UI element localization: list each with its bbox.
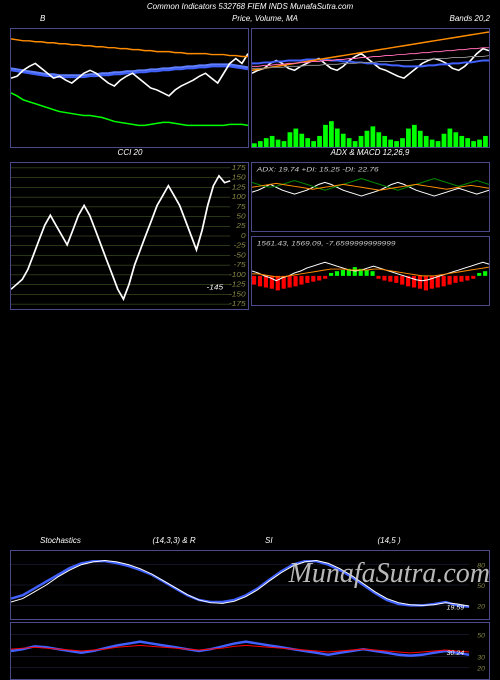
- svg-text:1561.43, 1569.09, -7.65999999: 1561.43, 1569.09, -7.6599999999999: [257, 239, 397, 247]
- svg-text:50: 50: [477, 633, 485, 640]
- svg-text:-75: -75: [234, 261, 247, 269]
- svg-text:20: 20: [476, 603, 485, 610]
- svg-text:-145: -145: [207, 283, 224, 291]
- bollinger-title: B: [10, 14, 190, 28]
- svg-text:30: 30: [477, 655, 485, 662]
- page-header: Common Indicators 532768 FIEM INDS Munaf…: [0, 0, 500, 14]
- svg-text:20: 20: [476, 665, 485, 672]
- svg-text:-150: -150: [229, 290, 246, 298]
- macd-chart: 1561.43, 1569.09, -7.6599999999999: [251, 236, 490, 306]
- svg-text:-50: -50: [234, 251, 247, 259]
- price-title: Price, Volume, MA: [190, 14, 340, 28]
- svg-text:-25: -25: [234, 241, 247, 249]
- stochastics-chart: 80 50 20 19.59: [10, 550, 490, 620]
- svg-text:19.59: 19.59: [447, 604, 465, 611]
- cci-title: CCI 20: [10, 148, 250, 162]
- adx-chart: ADX: 19.74 +DI: 15.25 -DI: 22.76: [251, 162, 490, 232]
- svg-text:175: 175: [232, 164, 247, 172]
- svg-text:50: 50: [477, 583, 485, 590]
- price-chart: [251, 28, 490, 148]
- svg-text:80: 80: [477, 563, 485, 570]
- svg-text:75: 75: [236, 202, 246, 210]
- stoch-title-right: (14,5 ): [378, 536, 491, 550]
- rsi-title: SI: [265, 536, 378, 550]
- adx-title: ADX & MACD 12,26,9: [250, 148, 490, 162]
- svg-text:-100: -100: [229, 271, 246, 279]
- cci-chart: 175150 125 10075 50 25 0-25 -50 -75 -100-125 -150…: [10, 162, 249, 310]
- svg-text:30.24: 30.24: [447, 650, 465, 657]
- svg-text:-175: -175: [229, 300, 246, 308]
- stoch-title: Stochastics: [10, 536, 153, 550]
- svg-text:25: 25: [235, 222, 246, 230]
- svg-text:150: 150: [232, 173, 247, 181]
- stoch-title-mid: (14,3,3) & R: [153, 536, 266, 550]
- svg-text:100: 100: [232, 193, 247, 201]
- svg-text:125: 125: [232, 183, 247, 191]
- svg-text:-125: -125: [229, 280, 246, 288]
- rsi-chart: 50 30 20 30.24: [10, 622, 490, 680]
- svg-text:50: 50: [236, 212, 246, 220]
- svg-text:ADX: 19.74 +DI: 15.25 -DI: 2: ADX: 19.74 +DI: 15.25 -DI: 22.76: [256, 165, 380, 173]
- bollinger-title-right: Bands 20,2: [340, 14, 490, 28]
- bollinger-chart: [10, 28, 249, 148]
- svg-text:0: 0: [241, 232, 246, 240]
